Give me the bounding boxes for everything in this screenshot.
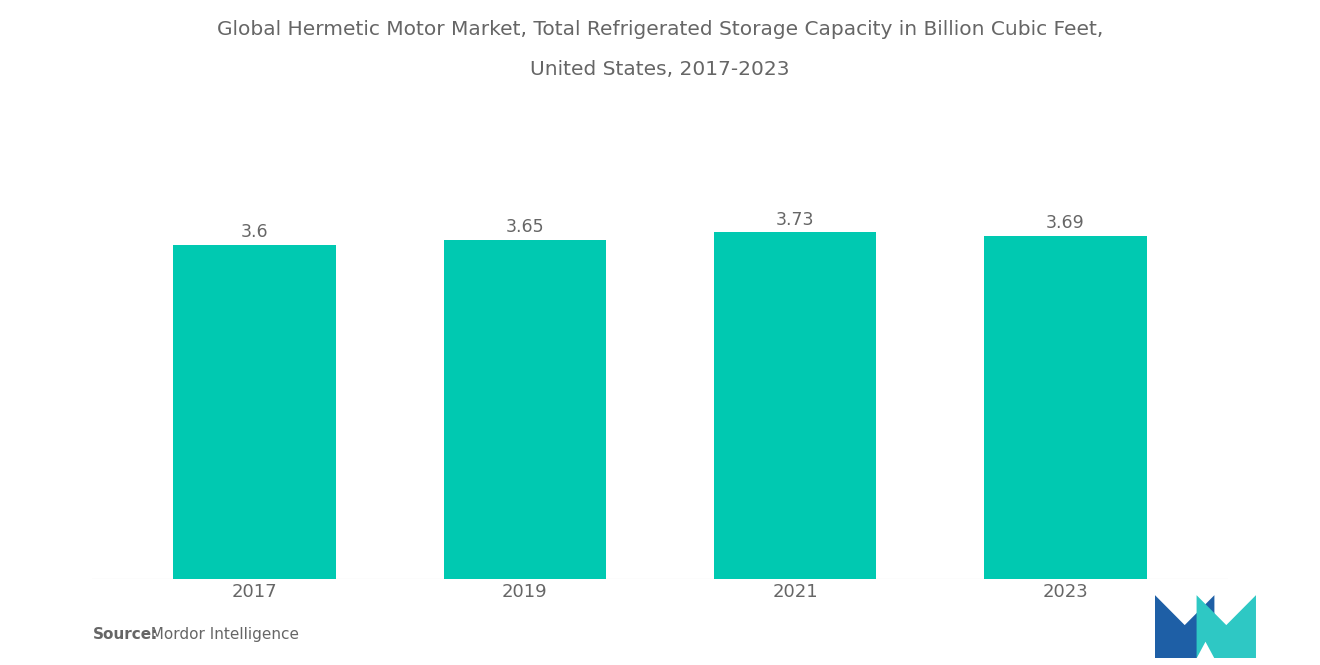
Text: Mordor Intelligence: Mordor Intelligence [141, 626, 300, 642]
Polygon shape [1196, 595, 1257, 658]
Bar [173, 245, 335, 579]
Text: United States, 2017-2023: United States, 2017-2023 [531, 60, 789, 79]
Text: 3.6: 3.6 [240, 223, 268, 241]
Bar [714, 233, 876, 579]
Text: 3.69: 3.69 [1045, 214, 1085, 233]
Polygon shape [1155, 595, 1214, 658]
Text: Source:: Source: [92, 626, 158, 642]
Polygon shape [1196, 642, 1214, 658]
Bar [985, 236, 1147, 579]
Text: 3.65: 3.65 [506, 218, 544, 236]
Bar [444, 240, 606, 579]
Text: 3.73: 3.73 [776, 211, 814, 229]
Text: Global Hermetic Motor Market, Total Refrigerated Storage Capacity in Billion Cub: Global Hermetic Motor Market, Total Refr… [216, 20, 1104, 39]
